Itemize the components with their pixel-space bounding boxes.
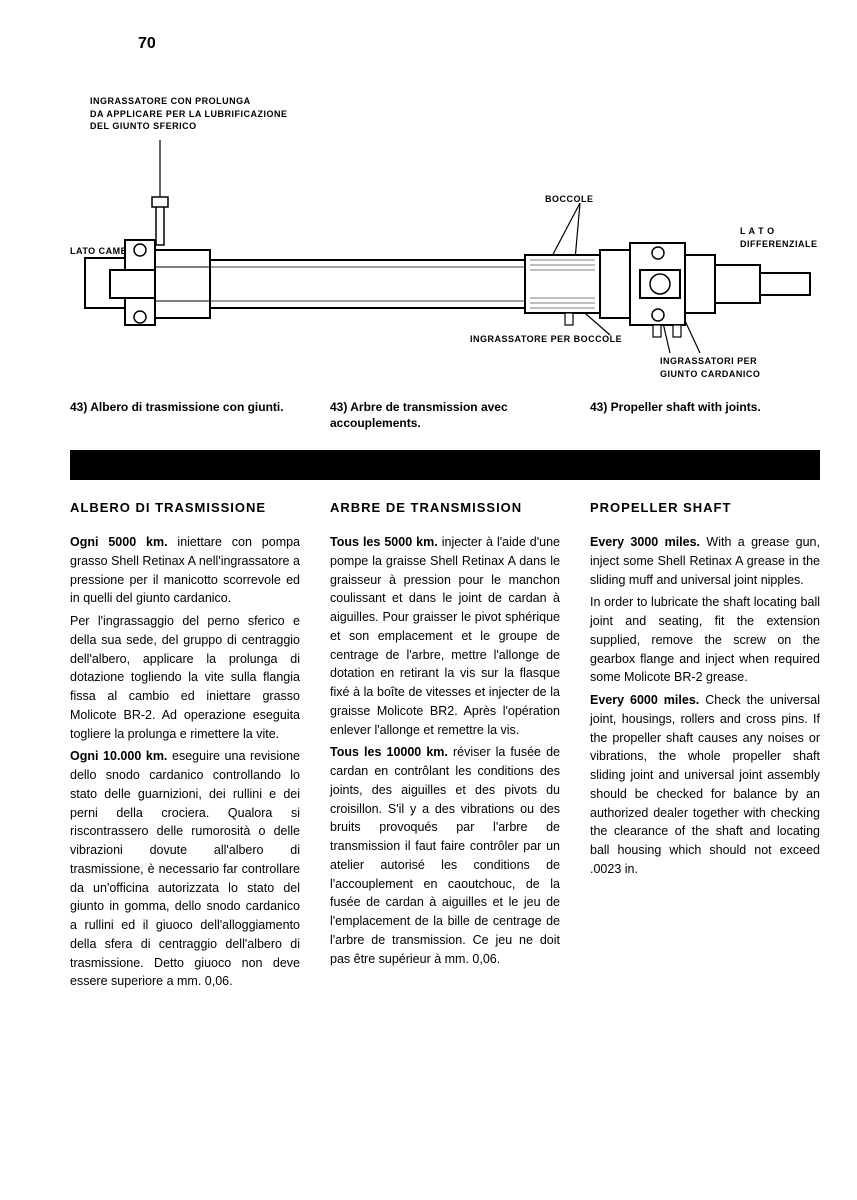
column-en: PROPELLER SHAFT Every 3000 miles. With a… [590,500,820,995]
text: Per l'ingrassaggio del perno sferico e d… [70,612,300,743]
text: eseguire una revisione dello snodo carda… [70,749,300,988]
caption-en: 43) Propeller shaft with joints. [590,400,820,431]
body-en: Every 3000 miles. With a grease gun, inj… [590,533,820,879]
caption-fr: 43) Arbre de transmission avec accouplem… [330,400,560,431]
body-fr: Tous les 5000 km. injecter à l'aide d'un… [330,533,560,968]
heading-en: PROPELLER SHAFT [590,500,820,515]
bold-5000km: Tous les 5000 km. [330,535,438,549]
shaft-schematic [70,95,820,385]
bold-6000mi: Every 6000 miles. [590,693,699,707]
text: réviser la fusée de cardan en contrôlant… [330,745,560,965]
text: Check the universal joint, housings, rol… [590,693,820,876]
propeller-shaft-diagram: INGRASSATORE CON PROLUNGA DA APPLICARE P… [70,95,820,385]
bold-10000km: Tous les 10000 km. [330,745,448,759]
column-fr: ARBRE DE TRANSMISSION Tous les 5000 km. … [330,500,560,995]
text: injecter à l'aide d'une pompe la graisse… [330,535,560,737]
page-number: 70 [138,35,156,53]
bold-5000km: Ogni 5000 km. [70,535,168,549]
heading-it: ALBERO DI TRASMISSIONE [70,500,300,515]
figure-captions: 43) Albero di trasmissione con giunti. 4… [70,400,820,431]
bold-10000km: Ogni 10.000 km. [70,749,167,763]
column-it: ALBERO DI TRASMISSIONE Ogni 5000 km. ini… [70,500,300,995]
text-columns: ALBERO DI TRASMISSIONE Ogni 5000 km. ini… [70,500,820,995]
text: In order to lubricate the shaft locating… [590,593,820,687]
body-it: Ogni 5000 km. iniettare con pompa grasso… [70,533,300,991]
caption-it: 43) Albero di trasmissione con giunti. [70,400,300,431]
bold-3000mi: Every 3000 miles. [590,535,700,549]
heading-fr: ARBRE DE TRANSMISSION [330,500,560,515]
divider-bar [70,450,820,480]
